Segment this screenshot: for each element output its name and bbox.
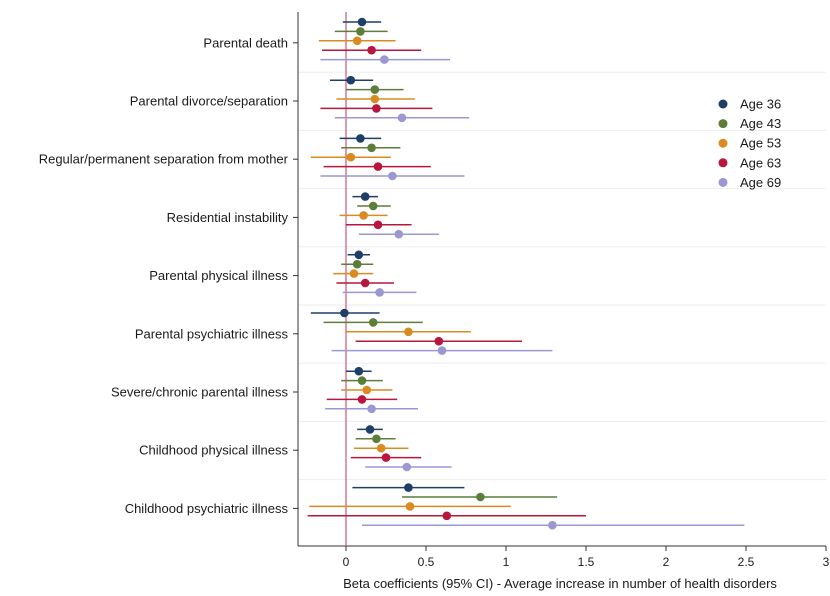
category-label: Parental physical illness [149, 268, 288, 283]
x-axis-title: Beta coefficients (95% CI) - Average inc… [343, 576, 777, 591]
x-ticks: 0 0.5 1 1.5 2 2.5 3 [343, 546, 830, 569]
point-estimate [340, 308, 349, 318]
point-estimate [397, 113, 407, 123]
legend-marker [718, 138, 728, 148]
series-marks [307, 17, 745, 530]
category-label: Regular/permanent separation from mother [39, 152, 289, 167]
point-estimate [362, 385, 372, 395]
point-estimate [356, 134, 365, 143]
category-labels: Parental death Parental divorce/separatio… [39, 35, 289, 516]
point-estimate [375, 288, 384, 297]
legend-marker [718, 158, 728, 168]
point-estimate [402, 462, 412, 472]
legend-label: Age 43 [740, 116, 781, 131]
legend-label: Age 53 [740, 136, 781, 151]
point-estimate [404, 327, 413, 337]
point-estimate [373, 220, 383, 230]
point-estimate [372, 434, 381, 444]
point-estimate [349, 269, 359, 278]
point-estimate [346, 152, 356, 162]
x-tick-label: 1.5 [578, 555, 595, 569]
point-estimate [442, 511, 452, 521]
point-estimate [437, 346, 447, 355]
point-estimate [381, 453, 391, 462]
point-estimate [373, 162, 383, 171]
point-estimate [356, 27, 365, 36]
x-tick-label: 3 [823, 555, 830, 569]
category-label: Parental psychiatric illness [135, 326, 289, 341]
point-estimate [365, 425, 375, 434]
point-estimate [359, 211, 368, 220]
legend-label: Age 69 [740, 175, 781, 190]
point-estimate [360, 278, 370, 288]
point-estimate [388, 171, 397, 181]
point-estimate [404, 483, 413, 492]
legend-label: Age 63 [740, 155, 781, 170]
point-estimate [352, 36, 362, 46]
point-estimate [394, 229, 404, 239]
category-label: Severe/chronic parental illness [111, 385, 289, 400]
point-estimate [360, 192, 370, 201]
x-tick-label: 0 [343, 555, 350, 569]
legend-marker [718, 119, 728, 129]
point-estimate [370, 85, 380, 94]
point-estimate [376, 443, 386, 453]
point-estimate [476, 492, 485, 502]
point-estimate [367, 404, 376, 414]
point-estimate [354, 366, 364, 376]
category-label: Parental divorce/separation [130, 94, 288, 109]
legend-marker [718, 177, 728, 187]
point-estimate [357, 376, 367, 385]
point-estimate [405, 502, 415, 511]
axes [293, 12, 826, 547]
point-estimate [372, 104, 381, 113]
point-estimate [352, 259, 362, 269]
point-estimate [370, 94, 380, 104]
x-tick-label: 0.5 [418, 555, 435, 569]
category-label: Residential instability [167, 210, 289, 225]
legend: Age 36 Age 43 Age 53 Age 63 Age 69 [718, 97, 781, 190]
point-estimate [548, 520, 557, 530]
category-label: Childhood psychiatric illness [125, 501, 289, 516]
point-estimate [346, 75, 356, 85]
category-label: Childhood physical illness [139, 443, 288, 458]
point-estimate [357, 17, 367, 27]
point-estimate [367, 45, 376, 55]
x-tick-label: 2.5 [738, 555, 755, 569]
point-estimate [380, 55, 389, 64]
point-estimate [368, 318, 378, 327]
x-tick-label: 1 [503, 555, 510, 569]
point-estimate [354, 250, 364, 260]
point-estimate [357, 395, 367, 404]
row-separators [298, 71, 826, 481]
legend-label: Age 36 [740, 97, 781, 112]
category-label: Parental death [203, 35, 288, 50]
point-estimate [367, 143, 376, 153]
point-estimate [368, 201, 378, 211]
x-tick-label: 2 [663, 555, 670, 569]
legend-marker [718, 99, 728, 109]
point-estimate [434, 336, 444, 346]
